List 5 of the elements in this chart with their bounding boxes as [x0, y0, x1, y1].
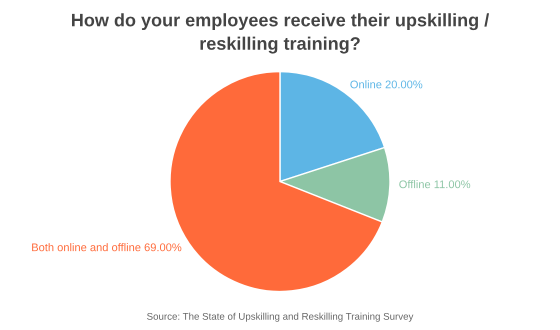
slice-label: Online 20.00% [350, 80, 422, 88]
source-note: Source: The State of Upskilling and Reskilling Training Survey [147, 312, 414, 322]
slice-label: Both online and offline 69.00% [32, 243, 182, 252]
slice-label: Offline 11.00% [399, 180, 470, 188]
chart-title: How do your employees receive their upskilling / reskilling training? [72, 13, 490, 54]
